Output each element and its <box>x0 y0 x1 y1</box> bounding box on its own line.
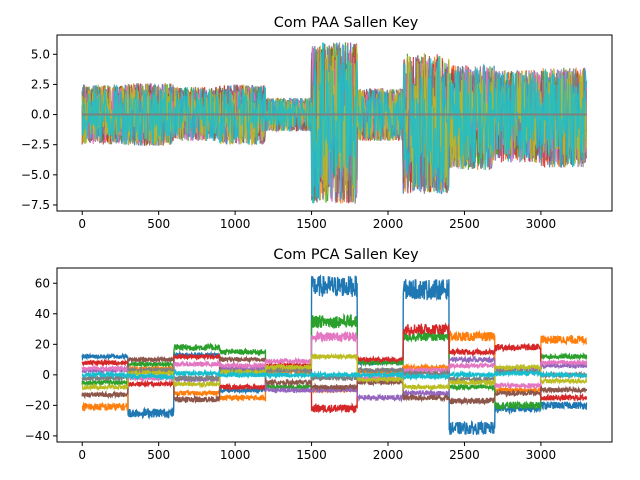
x-tick-label: 2000 <box>373 448 404 462</box>
paa-series-line <box>81 42 587 204</box>
pca-series-line <box>81 312 588 412</box>
pca-series-line <box>81 368 588 382</box>
x-tick-label: 1500 <box>296 448 327 462</box>
x-tick-label: 2500 <box>449 448 480 462</box>
pca-series-line <box>81 352 588 392</box>
paa-plot-area <box>81 42 587 204</box>
x-tick-label: 1500 <box>296 217 327 231</box>
y-tick-label: −5.0 <box>21 168 50 182</box>
x-tick-label: 1000 <box>220 448 251 462</box>
plot-frame <box>56 34 613 212</box>
y-tick-label: 60 <box>35 276 50 290</box>
x-tick-label: 3000 <box>526 448 557 462</box>
y-tick-label: 0 <box>42 368 50 382</box>
paa-chart: Com PAA Sallen Key 0 500 1000 1500 2000 2500 3… <box>21 15 613 231</box>
plot-frame <box>56 267 613 443</box>
x-tick-label: 1000 <box>220 217 251 231</box>
pca-plot-area <box>81 274 588 435</box>
y-tick-label: 20 <box>35 337 50 351</box>
paa-chart-title: Com PAA Sallen Key <box>274 15 419 31</box>
x-tick-label: 2500 <box>449 217 480 231</box>
pca-series-line <box>81 322 588 414</box>
pca-series-line <box>81 274 588 435</box>
y-tick-label: 0.0 <box>31 108 50 122</box>
x-tick-label: 2000 <box>373 217 404 231</box>
y-tick-label: 5.0 <box>31 47 50 61</box>
y-tick-label: −2.5 <box>21 138 50 152</box>
pca-chart-title: Com PCA Sallen Key <box>273 247 419 263</box>
x-tick-label: 3000 <box>526 217 557 231</box>
paa-axes: 0 500 1000 1500 2000 2500 3000 −7.5 −5.0 −2.5 0.0 2… <box>21 34 613 231</box>
x-tick-label: 500 <box>147 217 170 231</box>
y-tick-label: −7.5 <box>21 198 50 212</box>
y-tick-label: 2.5 <box>31 77 50 91</box>
y-tick-label: −20 <box>25 398 50 412</box>
y-tick-label: 40 <box>35 307 50 321</box>
x-tick-label: 0 <box>78 448 86 462</box>
pca-series-line <box>81 355 588 406</box>
y-tick-label: −40 <box>25 429 50 443</box>
x-tick-label: 500 <box>147 448 170 462</box>
x-tick-label: 0 <box>78 217 86 231</box>
pca-chart: Com PCA Sallen Key 0 500 1000 1500 2000 2500 3… <box>25 247 613 462</box>
pca-axes: 0 500 1000 1500 2000 2500 3000 −40 −20 0 20 40 60 <box>25 267 613 462</box>
